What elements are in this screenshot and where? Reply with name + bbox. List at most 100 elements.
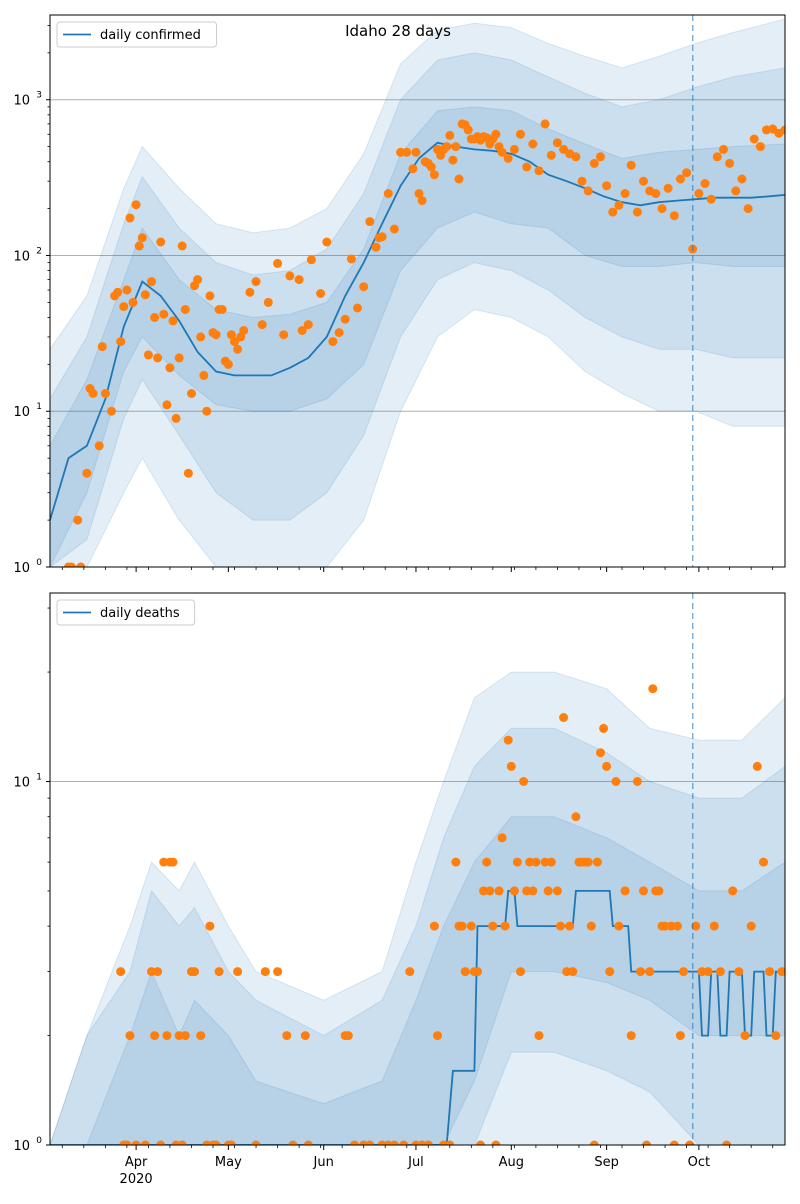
- data-point: [150, 313, 160, 322]
- data-point: [743, 204, 753, 214]
- y-tick-label: 10: [13, 1139, 30, 1154]
- x-tick-label: Sep: [594, 1155, 619, 1170]
- data-point: [509, 886, 519, 896]
- data-point: [226, 1140, 236, 1145]
- uncertainty-band-inner: [50, 816, 785, 1145]
- data-point: [153, 967, 163, 977]
- data-point: [731, 186, 741, 196]
- data-point: [300, 1031, 310, 1041]
- axes-frame: [49, 14, 786, 568]
- data-point: [411, 147, 421, 157]
- data-point: [528, 139, 538, 149]
- data-point: [156, 237, 166, 247]
- data-point: [82, 468, 92, 478]
- data-point: [67, 562, 76, 567]
- data-point: [334, 328, 344, 338]
- data-point: [303, 320, 313, 330]
- data-point: [663, 183, 673, 193]
- data-point: [602, 761, 612, 771]
- data-point: [233, 344, 243, 354]
- data-point: [534, 1031, 544, 1041]
- data-point: [389, 224, 399, 234]
- data-point: [506, 761, 516, 771]
- data-point: [746, 921, 756, 931]
- data-point: [509, 144, 519, 154]
- data-point: [460, 967, 470, 977]
- data-point: [552, 138, 562, 148]
- data-point: [636, 967, 645, 977]
- data-point: [752, 761, 762, 771]
- data-point: [611, 777, 621, 786]
- data-point: [500, 921, 510, 931]
- data-point: [159, 309, 169, 319]
- data-point: [491, 129, 501, 139]
- data-point: [226, 330, 236, 340]
- data-point: [614, 200, 624, 210]
- data-point: [740, 1031, 750, 1041]
- data-point: [586, 921, 596, 931]
- chart-title: Idaho 28 days: [345, 22, 451, 40]
- data-point: [190, 967, 199, 977]
- data-point: [251, 1140, 261, 1145]
- data-point: [359, 282, 369, 292]
- data-point: [589, 158, 599, 168]
- data-point: [306, 255, 316, 265]
- data-point: [340, 314, 350, 324]
- data-point: [592, 857, 602, 867]
- y-tick-label: 10: [13, 405, 30, 420]
- data-point: [485, 886, 495, 896]
- data-point: [408, 164, 418, 174]
- data-point: [516, 129, 525, 139]
- data-point: [466, 921, 476, 931]
- plot-area: [50, 593, 785, 1145]
- x-year-label: 2020: [120, 1172, 153, 1187]
- y-tick-exponent: 0: [36, 1136, 42, 1146]
- data-point: [285, 271, 295, 281]
- data-point: [433, 1031, 442, 1041]
- data-point: [482, 857, 492, 867]
- data-point: [183, 468, 193, 478]
- data-point: [556, 921, 565, 931]
- data-point: [122, 1140, 132, 1145]
- data-point: [389, 1140, 399, 1145]
- data-point: [131, 1140, 141, 1145]
- data-point: [571, 152, 581, 162]
- data-point: [546, 857, 556, 867]
- data-point: [165, 363, 175, 373]
- data-point: [759, 857, 768, 867]
- data-point: [168, 857, 178, 867]
- legend: daily confirmed: [56, 21, 217, 48]
- data-point: [371, 242, 381, 252]
- data-point: [589, 1140, 599, 1145]
- data-point: [180, 1031, 190, 1041]
- data-point: [737, 174, 747, 184]
- data-point: [150, 1031, 160, 1041]
- data-point: [682, 168, 692, 178]
- data-point: [88, 389, 98, 398]
- data-point: [383, 189, 393, 198]
- data-point: [365, 217, 375, 227]
- legend-box: [56, 21, 217, 48]
- data-point: [193, 275, 203, 285]
- data-point: [620, 189, 630, 198]
- data-point: [257, 320, 267, 330]
- data-point: [116, 337, 126, 347]
- data-point: [147, 277, 156, 287]
- data-point: [559, 713, 569, 722]
- data-point: [429, 170, 439, 180]
- y-tick-exponent: 2: [36, 246, 42, 256]
- data-point: [648, 684, 658, 694]
- data-point: [230, 337, 239, 347]
- data-point: [202, 406, 212, 416]
- data-point: [273, 967, 283, 977]
- confirmed-panel: 10 0 10 1 10 2 10 3 daily confirmed: [13, 14, 786, 576]
- data-point: [451, 857, 461, 867]
- data-point: [503, 735, 513, 745]
- data-point: [672, 921, 682, 931]
- data-point: [722, 1140, 732, 1145]
- data-point: [463, 125, 473, 135]
- y-tick-label: 10: [13, 775, 30, 790]
- data-point: [642, 1140, 652, 1145]
- data-point: [494, 886, 504, 896]
- data-point: [639, 176, 648, 186]
